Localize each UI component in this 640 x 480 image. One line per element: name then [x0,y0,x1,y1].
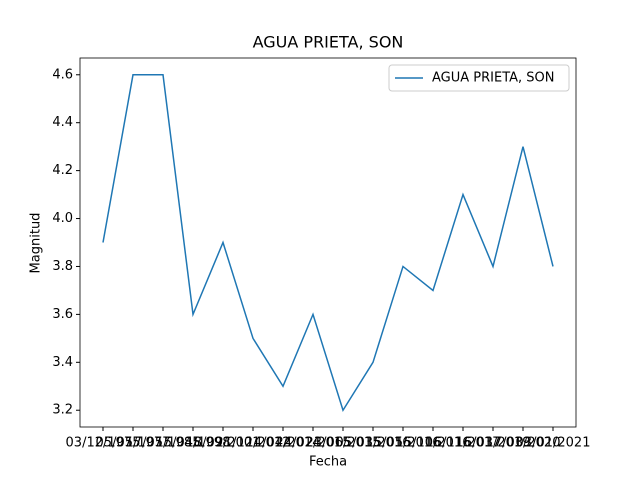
x-tick-label: 15/04/1998 [156,436,231,451]
x-tick-label: 17/03/2020 [486,436,561,451]
legend-box [388,64,570,92]
x-tick-label: 15/05/2016 [366,436,441,451]
x-tick-label: 23/06/2015 [306,436,381,451]
y-tick-label: 4.6 [52,67,73,82]
y-tick-label: 3.6 [52,307,73,322]
x-tick-label: 24/02/2015 [276,436,351,451]
x-tick-label: 03/01/2021 [516,436,591,451]
legend-label: AGUA PRIETA, SON [432,71,555,86]
x-tick-label: 14/04/2014 [246,436,321,451]
x-tick-label: 05/05/1977 [96,436,171,451]
x-tick-label: 05/03/2016 [336,436,411,451]
x-tick-label: 17/05/1985 [126,436,201,451]
axes-frame [79,57,577,428]
y-tick-label: 4.4 [52,115,73,130]
x-tick-label: 15/10/2016 [396,436,471,451]
line [102,74,554,413]
x-tick-label: 18/09/2001 [186,436,261,451]
x-tick-label: 16/03/2019 [456,436,531,451]
y-tick-label: 3.4 [52,355,73,370]
y-tick-label: 3.8 [52,259,73,274]
x-axis-label: Fecha [309,455,347,470]
y-tick-label: 3.2 [52,403,73,418]
y-tick-label: 4.0 [52,211,73,226]
y-tick-label: 4.2 [52,163,73,178]
y-axis-label: Magnitud [29,213,44,274]
x-tick-label: 21/12/2012 [216,436,291,451]
x-tick-label: 03/12/1975 [66,436,141,451]
x-tick-label: 16/11/2017 [426,436,501,451]
chart-title: AGUA PRIETA, SON [253,33,404,52]
